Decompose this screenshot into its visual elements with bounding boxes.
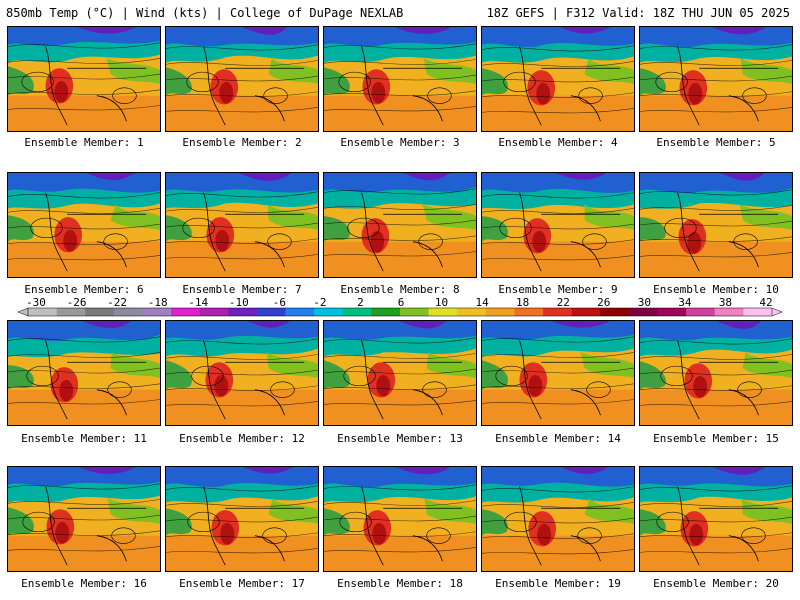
ensemble-member-map [481,320,635,426]
colorbar-tick-label: 38 [719,296,732,309]
colorbar-segment [714,308,744,316]
colorbar-tick-label: 10 [435,296,448,309]
colorbar-segment [686,308,716,316]
colorbar-segment [314,308,344,316]
ensemble-member-map [7,26,161,132]
colorbar-tick-label: 2 [357,296,364,309]
colorbar-segment [485,308,515,316]
colorbar-tick-label: -10 [229,296,249,309]
colorbar-segment [142,308,172,316]
colorbar-tick-label: -14 [188,296,208,309]
colorbar-tick-label: 6 [398,296,405,309]
ensemble-member-map [323,172,477,278]
ensemble-member-map [481,172,635,278]
colorbar-right-arrow [771,307,783,317]
colorbar-tick-label: 26 [597,296,610,309]
ensemble-member-map [481,466,635,572]
ensemble-member-map [165,466,319,572]
ensemble-member-label: Ensemble Member: 1 [24,136,144,149]
colorbar-tick-label: 14 [475,296,489,309]
colorbar-tick-label: 18 [516,296,529,309]
colorbar-segment [600,308,630,316]
ensemble-member-map [7,466,161,572]
ensemble-member-label: Ensemble Member: 18 [337,577,463,590]
ensemble-member-label: Ensemble Member: 17 [179,577,305,590]
ensemble-member-map [481,26,635,132]
colorbar-tick-label: 34 [678,296,692,309]
colorbar-segment [543,308,573,316]
ensemble-member-label: Ensemble Member: 10 [653,283,779,296]
colorbar-tick-label: -6 [273,296,286,309]
ensemble-member-map [165,320,319,426]
ensemble-member-map [639,320,793,426]
ensemble-member-map [7,172,161,278]
colorbar-segment [400,308,430,316]
ensemble-member-label: Ensemble Member: 4 [498,136,618,149]
ensemble-member-map [639,466,793,572]
ensemble-member-map [165,26,319,132]
ensemble-member-label: Ensemble Member: 7 [182,283,302,296]
ensemble-member-map [639,172,793,278]
colorbar-tick-label: -22 [107,296,127,309]
colorbar-tick-label: -2 [313,296,326,309]
ensemble-member-map [323,320,477,426]
figure-title: 850mb Temp (°C) | Wind (kts) | College o… [6,6,404,20]
colorbar-tick-label: 30 [638,296,651,309]
colorbar-segment [256,308,287,316]
ensemble-member-map [639,26,793,132]
colorbar-segment [371,308,401,316]
colorbar-segment [113,308,143,316]
colorbar-segment [228,308,258,316]
ensemble-member-map [7,320,161,426]
colorbar-segment [56,308,86,316]
colorbar-tick-label: -26 [67,296,87,309]
ensemble-member-map [323,26,477,132]
colorbar-segment [657,308,687,316]
ensemble-member-label: Ensemble Member: 12 [179,432,305,445]
colorbar-segment [514,308,544,316]
ensemble-member-label: Ensemble Member: 9 [498,283,618,296]
ensemble-member-label: Ensemble Member: 3 [340,136,460,149]
colorbar-segment [199,308,229,316]
colorbar-segment [28,308,58,316]
ensemble-member-label: Ensemble Member: 19 [495,577,621,590]
ensemble-member-label: Ensemble Member: 15 [653,432,779,445]
colorbar-segment [171,308,201,316]
colorbar-segment [428,308,458,316]
colorbar-segment [571,308,601,316]
colorbar-tick-label: -30 [26,296,46,309]
model-valid-time: 18Z GEFS | F312 Valid: 18Z THU JUN 05 20… [486,6,790,20]
temperature-colorbar: -30 -26 -22 -18 -14 -10 -6 -2 2 6 10 14 18 22 26 30 34 38… [17,296,783,317]
colorbar-segment [628,308,659,316]
colorbar-segment [85,308,115,316]
ensemble-member-label: Ensemble Member: 11 [21,432,147,445]
colorbar-tick-label: 42 [759,296,772,309]
colorbar-segment [743,308,773,316]
colorbar-tick-label: 22 [557,296,570,309]
colorbar-segment [342,308,372,316]
ensemble-member-label: Ensemble Member: 13 [337,432,463,445]
colorbar-segment [285,308,315,316]
ensemble-member-label: Ensemble Member: 2 [182,136,302,149]
ensemble-member-label: Ensemble Member: 5 [656,136,776,149]
ensemble-member-label: Ensemble Member: 20 [653,577,779,590]
ensemble-member-label: Ensemble Member: 16 [21,577,147,590]
ensemble-member-map [323,466,477,572]
ensemble-member-map [165,172,319,278]
ensemble-member-label: Ensemble Member: 14 [495,432,621,445]
ensemble-member-label: Ensemble Member: 8 [340,283,460,296]
colorbar-segment [457,308,487,316]
colorbar-left-arrow [17,307,29,317]
colorbar-tick-label: -18 [148,296,168,309]
ensemble-member-label: Ensemble Member: 6 [24,283,144,296]
